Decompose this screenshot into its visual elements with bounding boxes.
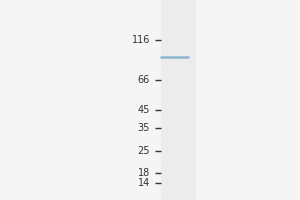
- Text: 14: 14: [138, 178, 150, 188]
- Text: 45: 45: [138, 105, 150, 115]
- Text: 35: 35: [138, 123, 150, 133]
- Text: 18: 18: [138, 168, 150, 178]
- Text: 25: 25: [137, 146, 150, 156]
- Text: 116: 116: [132, 35, 150, 45]
- Bar: [160, 0, 195, 200]
- Text: 66: 66: [138, 75, 150, 85]
